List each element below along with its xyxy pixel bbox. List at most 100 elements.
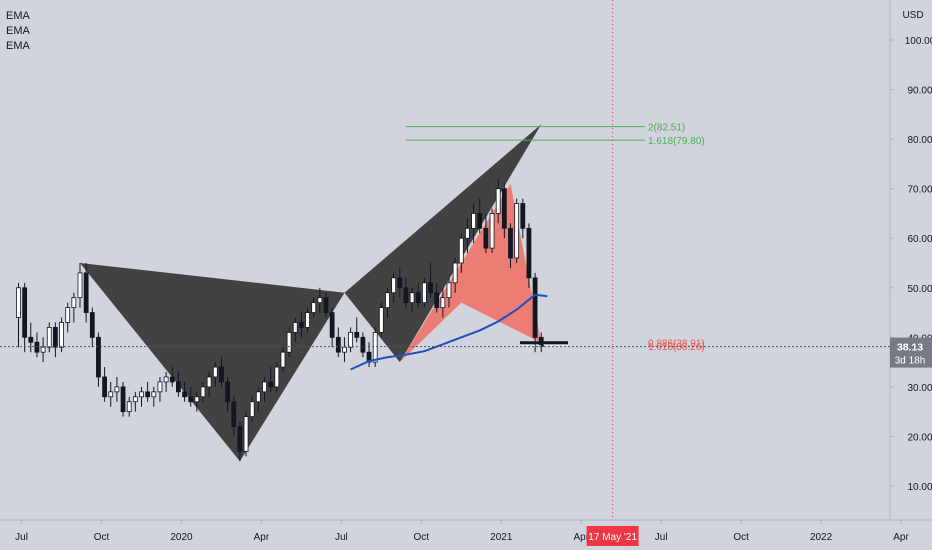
candle-body — [188, 396, 194, 403]
legend-ema-3[interactable]: EMA — [6, 40, 30, 52]
x-tick-label: 2022 — [810, 532, 833, 543]
y-tick-label: 80.00 — [907, 135, 932, 146]
candle-body — [354, 331, 360, 338]
candle-body — [520, 203, 526, 229]
candle-body — [163, 376, 169, 383]
candle-body — [71, 297, 77, 309]
candle-body — [65, 307, 71, 323]
candle-body — [397, 277, 403, 289]
candle-body — [409, 292, 415, 304]
candle-body — [477, 213, 483, 229]
candle-body — [501, 188, 507, 229]
candle-body — [274, 366, 280, 388]
last-price-countdown: 3d 18h — [895, 356, 926, 367]
candle-body — [145, 391, 151, 398]
candle-body — [514, 203, 520, 259]
candle-body — [298, 322, 304, 328]
candle-body — [89, 312, 95, 338]
candle-body — [22, 287, 28, 338]
candle-body — [237, 426, 243, 452]
candle-body — [114, 386, 120, 393]
candle-body — [126, 401, 132, 413]
x-tick-label: Oct — [733, 532, 749, 543]
indicator-legend: EMA EMA EMA — [6, 9, 30, 54]
date-marker-label: 17 May '21 — [588, 532, 637, 543]
candle-body — [46, 327, 52, 348]
candle-body — [243, 416, 249, 452]
candle-body — [194, 396, 200, 403]
last-price-value: 38.13 — [897, 342, 923, 354]
candle-body — [34, 341, 40, 353]
candle-body — [508, 227, 513, 259]
candle-body — [200, 386, 206, 398]
y-tick-label: 70.00 — [907, 185, 932, 196]
candle-body — [532, 277, 538, 338]
candle-body — [329, 312, 335, 338]
last-price-badge — [890, 337, 932, 368]
candle-body — [231, 401, 237, 427]
x-tick-label: Jul — [655, 532, 668, 543]
candle-body — [108, 391, 114, 398]
candle-body — [526, 227, 532, 279]
candle-body — [292, 322, 298, 333]
candle-body — [132, 396, 138, 403]
y-tick-label: 10.00 — [907, 482, 932, 493]
candle-body — [317, 297, 323, 304]
candle-body — [434, 292, 440, 309]
x-tick-label: Jul — [15, 532, 28, 543]
candle-body — [96, 336, 101, 378]
candle-body — [372, 331, 378, 363]
legend-ema-1[interactable]: EMA — [6, 10, 30, 22]
x-tick-label: Apr — [893, 532, 909, 543]
date-marker-badge — [586, 526, 639, 546]
candle-body — [151, 391, 157, 398]
candle-body — [225, 381, 231, 403]
x-tick-label: Apr — [254, 532, 270, 543]
candle-body — [305, 312, 310, 328]
y-tick-label: 100.00 — [905, 36, 932, 47]
candle-body — [335, 336, 341, 353]
candle-body — [28, 336, 34, 343]
candle-body — [446, 282, 452, 299]
fib-level-label: 1.618(38.26) — [648, 342, 705, 353]
y-tick-label: 90.00 — [907, 86, 932, 97]
candle-body — [348, 331, 354, 348]
candle-body — [403, 287, 409, 304]
legend-ema-2[interactable]: EMA — [6, 25, 30, 37]
candle-body — [169, 376, 175, 383]
candle-body — [16, 287, 21, 318]
candle-body — [311, 302, 317, 313]
candle-body — [53, 327, 58, 348]
candle-body — [157, 381, 163, 393]
fib-level-label: 1.618(79.80) — [648, 136, 705, 147]
currency-label: USD — [902, 10, 923, 21]
candle-body — [83, 272, 89, 313]
candle-body — [219, 366, 224, 383]
candle-body — [120, 386, 126, 413]
candle-body — [378, 307, 384, 333]
candle-body — [59, 322, 64, 348]
y-tick-label: 20.00 — [907, 432, 932, 443]
y-tick-label: 60.00 — [907, 234, 932, 245]
pattern-triangle-red — [461, 183, 542, 343]
candle-body — [262, 381, 267, 393]
pattern-triangle-dark — [80, 263, 345, 462]
candle-body — [139, 391, 144, 398]
x-tick-label: Oct — [94, 532, 110, 543]
x-tick-label: 2020 — [170, 532, 193, 543]
y-tick-label: 30.00 — [907, 383, 932, 394]
candle-body — [182, 391, 187, 398]
x-tick-label: 2021 — [490, 532, 513, 543]
candle-body — [458, 237, 464, 264]
x-tick-label: Apr — [573, 532, 589, 543]
candle-body — [465, 227, 470, 239]
candle-body — [102, 376, 107, 398]
candle-body — [452, 262, 458, 284]
candle-body — [280, 351, 286, 368]
candle-body — [40, 346, 46, 353]
candle-body — [415, 292, 421, 304]
candle-body — [489, 213, 495, 249]
candle-body — [471, 213, 477, 229]
